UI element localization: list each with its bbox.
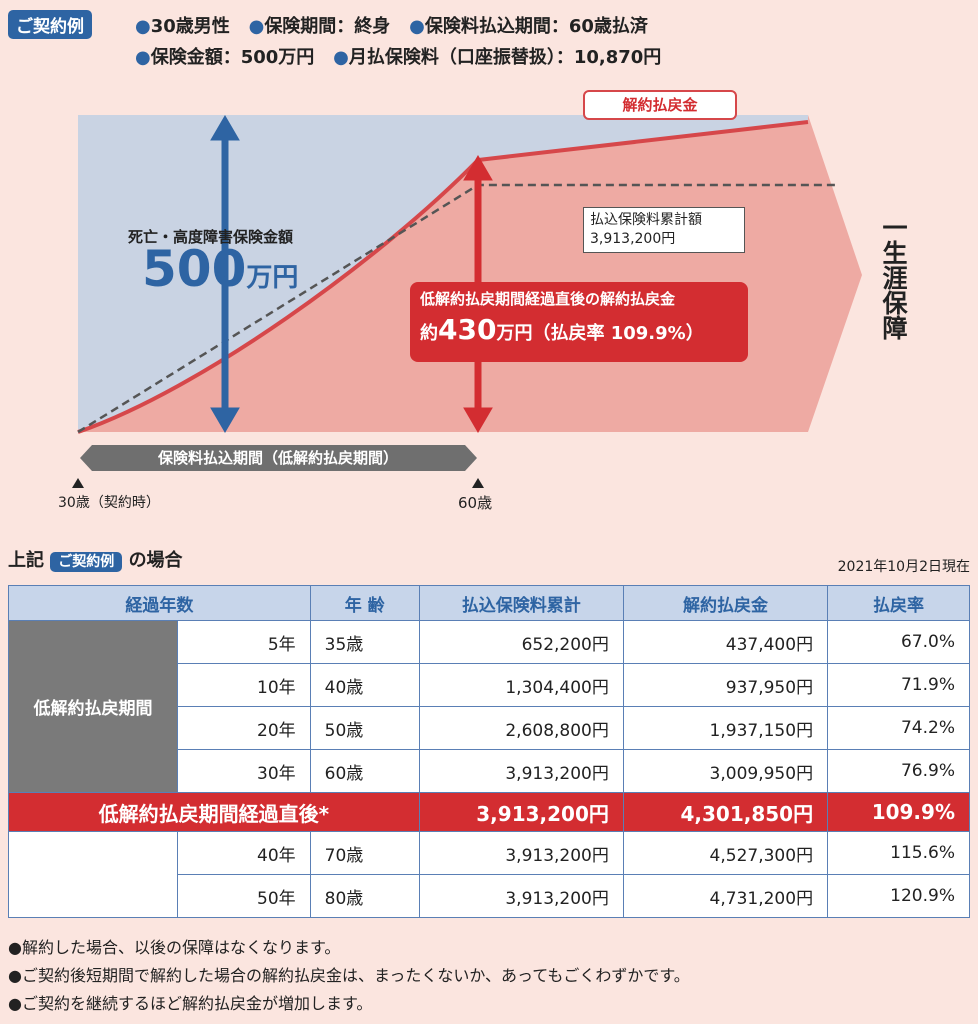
condition-premium: 月払保険料（口座振替扱）：10,870円 [348,47,662,68]
death-benefit-label: 死亡・高度障害保険金額 [128,228,294,246]
as-of-date: 2021年10月2日現在 [837,559,970,575]
start-age-label: 30歳（契約時） [58,495,160,511]
refund-callout: 低解約払戻期間経過直後の解約払戻金 約430万円（払戻率 109.9%） [410,282,748,362]
condition-age: 30歳男性 [150,16,230,37]
lifetime-coverage-label: 一生涯保障 [879,215,908,340]
condition-line-1: ●30歳男性 ●保険期間：終身 ●保険料払込期間：60歳払済 [135,16,648,37]
table-row: 30年 60歳 3,913,200円 3,009,950円 76.9% [9,749,970,793]
condition-line-2: ●保険金額：500万円 ●月払保険料（口座振替扱）：10,870円 [135,47,662,68]
table-row: 20年 50歳 2,608,800円 1,937,150円 74.2% [9,706,970,750]
paid-premium-box: 払込保険料累計額 3,913,200円 [583,207,745,253]
death-benefit-amount: 500万円 [142,240,299,298]
table-title: 上記 ご契約例 の場合 [8,550,183,572]
refund-curve [77,120,809,434]
condition-term: 保険期間：終身 [264,16,391,37]
note-item: ●解約した場合、以後の保障はなくなります。 [8,938,341,957]
condition-payment-period: 保険料払込期間：60歳払済 [424,16,648,37]
contract-example-badge: ご契約例 [8,10,92,39]
table-header: 経過年数年 齢払込保険料累計 解約払戻金 払戻率 [8,585,970,621]
note-item: ●ご契約後短期間で解約した場合の解約払戻金は、まったくないか、あってもごくわずか… [8,966,690,985]
condition-amount: 保険金額：500万円 [150,47,315,68]
death-benefit-arrow [210,115,240,433]
table-row: 40年 70歳 3,913,200円 4,527,300円 115.6% [8,831,970,918]
end-age-label: 60歳 [458,494,493,512]
refund-label: 解約払戻金 [583,90,737,120]
start-marker-icon [72,478,84,488]
end-marker-icon [472,478,484,488]
coverage-diagram [72,115,862,488]
table-row: 低解約払戻期間 5年 35歳 652,200円 437,400円 67.0% [8,620,970,793]
highlight-row: 低解約払戻期間経過直後* 3,913,200円 4,301,850円 109.9% [8,792,970,832]
table-row: 50年 80歳 3,913,200円 4,731,200円 120.9% [9,874,970,918]
table-row: 10年 40歳 1,304,400円 937,950円 71.9% [9,663,970,707]
note-item: ●ご契約を継続するほど解約払戻金が増加します。 [8,994,373,1013]
payment-period-bar [80,445,477,471]
notes: ●解約した場合、以後の保障はなくなります。 ●ご契約後短期間で解約した場合の解約… [8,934,690,1018]
refund-table: 経過年数年 齢払込保険料累計 解約払戻金 払戻率 低解約払戻期間 5年 35歳 652,2… [8,585,970,918]
payment-period-label: 保険料払込期間（低解約払戻期間） [157,449,398,467]
